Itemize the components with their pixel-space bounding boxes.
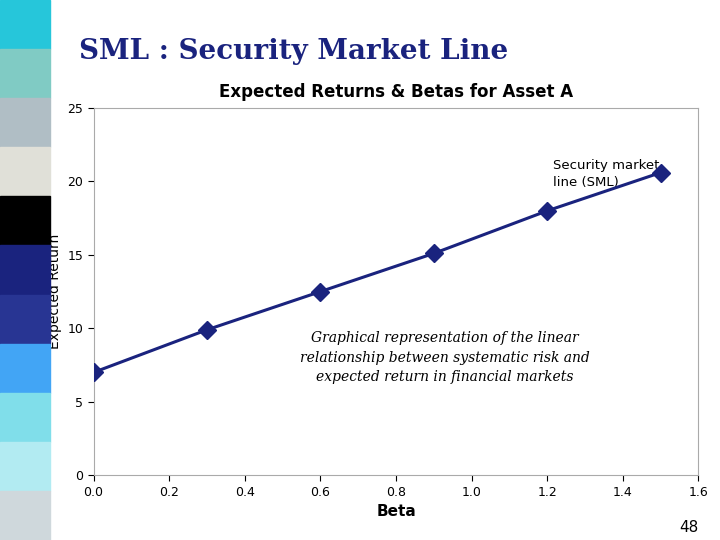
Text: 48: 48 [679,519,698,535]
Text: Graphical representation of the linear
relationship between systematic risk and
: Graphical representation of the linear r… [300,331,589,384]
Y-axis label: Expected Return: Expected Return [48,234,62,349]
Text: SML : Security Market Line: SML : Security Market Line [79,38,508,65]
Text: Security market
line (SML): Security market line (SML) [553,159,660,189]
X-axis label: Beta: Beta [376,504,416,519]
Title: Expected Returns & Betas for Asset A: Expected Returns & Betas for Asset A [219,83,573,101]
